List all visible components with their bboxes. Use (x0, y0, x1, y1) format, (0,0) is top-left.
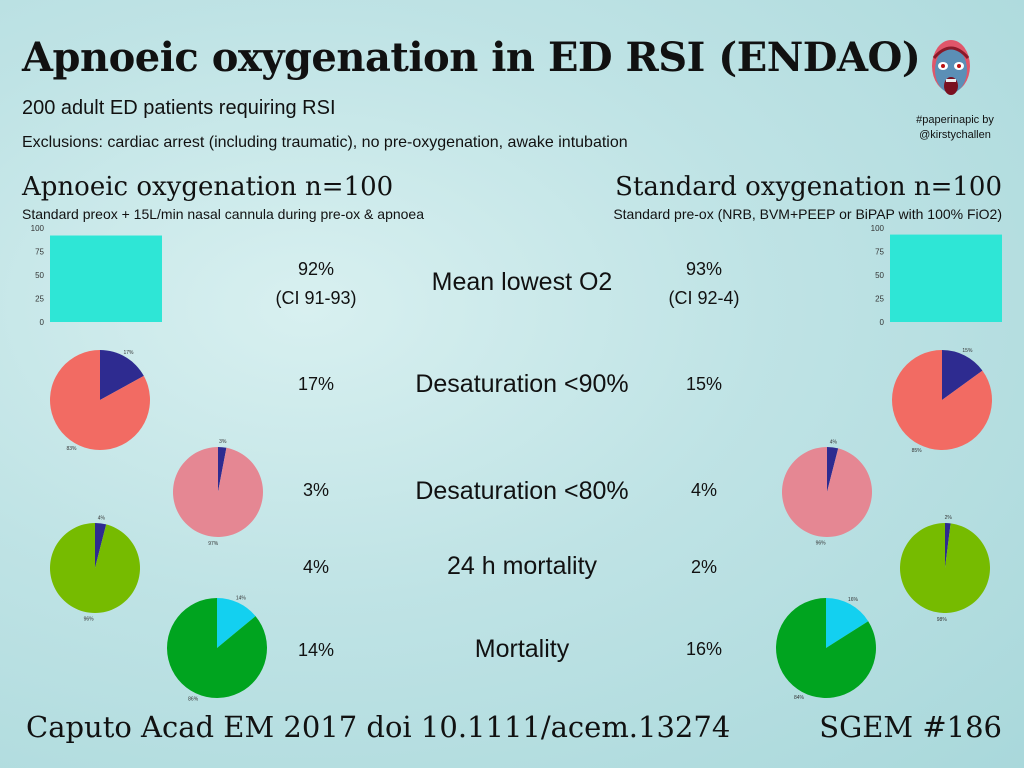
value: 92% (297, 259, 335, 279)
bar-chart-left: 0 25 50 75 100 (31, 224, 162, 327)
left-arm-heading: Apnoeic oxygenation n=100 (22, 172, 394, 202)
pie-chart-left-mort: 14% 86% (167, 595, 267, 703)
y-tick-label: 25 (35, 295, 44, 304)
pie-slice-label: 97% (208, 541, 219, 547)
pie-chart-left-desat80: 3% 97% (173, 439, 263, 547)
pie-slice (50, 523, 140, 613)
y-tick-label: 50 (875, 271, 884, 280)
pie-slice-label: 4% (830, 439, 838, 445)
bar (50, 235, 162, 322)
bar-chart-right: 0 25 50 75 100 (871, 224, 1002, 327)
pie-chart-right-desat80: 4% 96% (782, 439, 872, 547)
pie-slice-label: 86% (188, 697, 199, 703)
right-arm-heading: Standard oxygenation n=100 (615, 172, 1002, 202)
y-tick-label: 25 (875, 295, 884, 304)
pie-slice (945, 523, 951, 568)
right-value-mort24: 2% (690, 557, 717, 577)
pie-slice (900, 523, 990, 613)
outcome-label-desat80: Desaturation <80% (415, 477, 629, 505)
credit-line: #paperinapic by (916, 114, 994, 126)
outcome-label-mort24: 24 h mortality (446, 552, 598, 580)
confidence-interval: (CI 91-93) (275, 288, 357, 308)
credit: #paperinapic by @kirstychallen (900, 113, 1010, 143)
left-value-mort24: 4% (302, 557, 329, 577)
pie-slice (173, 447, 263, 537)
y-tick-label: 50 (35, 271, 44, 280)
pie-slice (217, 598, 256, 648)
pie-slice-label: 96% (816, 541, 827, 547)
pie-chart-right-mort: 16% 84% (776, 597, 876, 701)
pie-slice (892, 350, 992, 450)
outcome-label-mean-lowest-o2: Mean lowest O2 (431, 268, 613, 296)
y-tick-label: 75 (35, 248, 44, 257)
left-value-mean-lowest-o2: 92% (CI 91-93) (256, 255, 376, 313)
y-tick-label: 0 (40, 318, 45, 327)
pie-chart-right-mort24: 2% 98% (900, 515, 990, 623)
right-value-desat90: 15% (685, 374, 723, 394)
right-arm-description: Standard pre-ox (NRB, BVM+PEEP or BiPAP … (613, 206, 1002, 222)
right-value-mean-lowest-o2: 93% (CI 92-4) (644, 255, 764, 313)
y-tick-label: 75 (875, 248, 884, 257)
pie-slice (776, 598, 876, 698)
pie-slice-label: 2% (945, 515, 953, 521)
pie-slice-label: 16% (848, 597, 859, 603)
left-arm-description: Standard preox + 15L/min nasal cannula d… (22, 206, 424, 222)
pie-chart-right-desat90: 15% 85% (892, 348, 992, 454)
pie-slice-label: 17% (123, 350, 134, 356)
outcome-label-mortality: Mortality (474, 635, 570, 663)
episode-tag: SGEM #186 (819, 710, 1002, 744)
right-value-mortality: 16% (685, 639, 723, 659)
pie-slice (826, 598, 869, 648)
left-value-desat80: 3% (302, 480, 329, 500)
y-tick-label: 100 (31, 224, 45, 233)
confidence-interval: (CI 92-4) (668, 288, 740, 308)
pie-slice (827, 447, 839, 492)
page-title: Apnoeic oxygenation in ED RSI (ENDAO) (22, 34, 921, 81)
credit-handle: @kirstychallen (919, 129, 991, 141)
pie-slice-label: 98% (937, 617, 948, 623)
zombie-icon (932, 40, 970, 95)
y-tick-label: 0 (880, 318, 885, 327)
pie-slice-label: 96% (84, 617, 95, 623)
outcome-label-desat90: Desaturation <90% (415, 370, 629, 398)
pie-slice (218, 447, 227, 492)
pie-slice-label: 4% (98, 515, 106, 521)
pie-slice (50, 350, 151, 450)
pie-slice (942, 350, 983, 400)
value: 93% (685, 259, 723, 279)
pie-slice-label: 84% (794, 695, 805, 701)
pie-chart-left-desat90: 17% 83% (50, 350, 151, 452)
left-value-mortality: 14% (297, 640, 335, 660)
pie-slice-label: 3% (219, 439, 227, 445)
bar (890, 234, 1002, 322)
pie-slice-label: 15% (962, 348, 973, 354)
pie-slice-label: 83% (66, 446, 77, 452)
pie-slice (782, 447, 872, 537)
exclusions-text: Exclusions: cardiac arrest (including tr… (22, 134, 628, 151)
pie-slice-label: 85% (912, 448, 923, 454)
pie-slice (167, 598, 267, 698)
citation: Caputo Acad EM 2017 doi 10.1111/acem.132… (26, 710, 731, 744)
pie-slice-label: 14% (236, 595, 247, 601)
pie-slice (95, 523, 107, 568)
pie-chart-left-mort24: 4% 96% (50, 515, 140, 623)
right-value-desat80: 4% (690, 480, 717, 500)
left-value-desat90: 17% (297, 374, 335, 394)
subtitle: 200 adult ED patients requiring RSI (22, 97, 336, 119)
y-tick-label: 100 (871, 224, 885, 233)
pie-slice (100, 350, 144, 400)
